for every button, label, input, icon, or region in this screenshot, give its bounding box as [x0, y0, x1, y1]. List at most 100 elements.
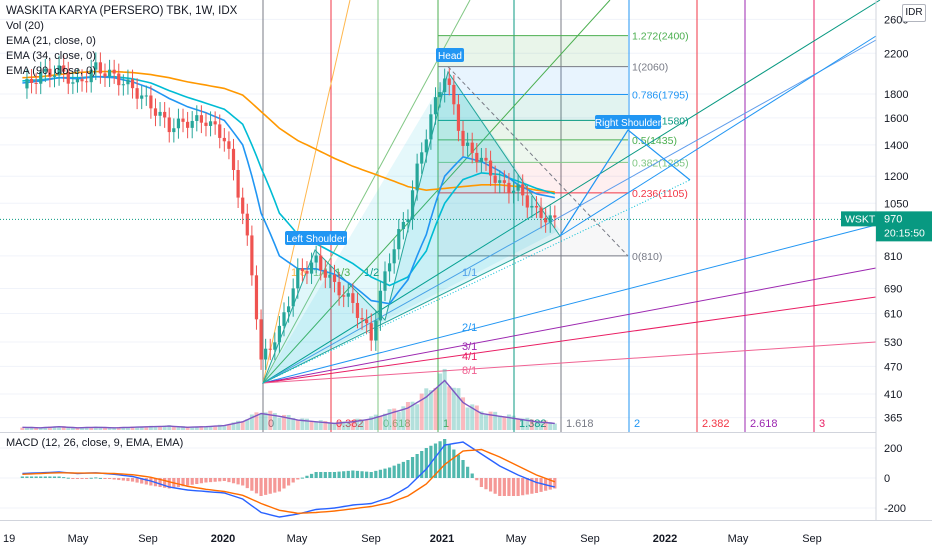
- volume-bar: [465, 407, 470, 430]
- volume-bar: [282, 414, 287, 430]
- candle-body: [415, 163, 419, 191]
- volume-bar: [203, 426, 208, 430]
- time-tick-label: 2022: [653, 533, 677, 545]
- macd-histogram-bar: [392, 465, 396, 478]
- macd-histogram-bar: [29, 476, 34, 478]
- macd-histogram-bar: [539, 478, 543, 492]
- indicator-ema90[interactable]: EMA (90, close, 0): [6, 65, 96, 77]
- volume-bar: [24, 426, 29, 430]
- volume-bar: [506, 414, 511, 430]
- candle-body: [346, 293, 350, 297]
- price-tick-label: 1200: [884, 171, 908, 183]
- volume-bar: [171, 426, 176, 430]
- volume-bar: [190, 427, 195, 430]
- volume-bar: [254, 412, 259, 430]
- candle-body: [319, 255, 323, 271]
- candle-body: [277, 325, 282, 343]
- macd-histogram-bar: [397, 463, 401, 478]
- candle-body: [401, 221, 405, 230]
- macd-histogram-bar: [456, 454, 461, 478]
- macd-histogram-bar: [383, 468, 387, 478]
- symbol-tag-label: WSKT: [845, 213, 876, 225]
- candle-body: [264, 348, 268, 360]
- volume-bar: [61, 426, 66, 430]
- price-tick-label: 1800: [884, 89, 908, 101]
- volume-bar: [392, 408, 397, 430]
- candle-body: [117, 73, 121, 86]
- fib-level-label: 0(810): [632, 251, 662, 263]
- macd-histogram-bar: [502, 478, 506, 496]
- fan-line: [262, 267, 877, 384]
- macd-histogram-bar: [300, 477, 304, 479]
- time-zone-label: 2.618: [750, 418, 778, 430]
- macd-histogram-bar: [273, 478, 277, 493]
- macd-histogram-bar: [25, 476, 29, 478]
- candle-body: [548, 215, 552, 223]
- fan-label: 4/1: [462, 351, 477, 363]
- candle-body: [57, 65, 61, 76]
- volume-bar: [181, 426, 186, 430]
- candle-body: [342, 295, 346, 297]
- currency-tag[interactable]: IDR: [902, 4, 926, 22]
- fib-level-label: 0.786(1795): [632, 90, 689, 102]
- volume-bar: [80, 427, 85, 430]
- macd-histogram-bar: [208, 478, 213, 483]
- head-label-bg: [436, 48, 464, 62]
- candle-body: [149, 95, 153, 109]
- candle-body: [204, 122, 208, 126]
- candle-body: [34, 82, 38, 84]
- volume-bar: [47, 426, 52, 430]
- volume-bar: [451, 387, 456, 430]
- time-zone-label: 3: [819, 418, 825, 430]
- fan-line: [262, 0, 611, 384]
- volume-bar: [272, 413, 277, 430]
- fan-line: [262, 0, 471, 384]
- macd-histogram-bar: [89, 477, 93, 479]
- macd-legend[interactable]: MACD (12, 26, close, 9, EMA, EMA): [6, 437, 184, 449]
- candle-body: [323, 270, 327, 278]
- volume-bar: [148, 425, 153, 430]
- macd-pane: [20, 439, 557, 518]
- indicator-ema34[interactable]: EMA (34, close, 0): [6, 50, 96, 62]
- macd-histogram-bar: [328, 472, 332, 478]
- macd-histogram-bar: [342, 471, 346, 478]
- time-tick-label: 19: [3, 533, 15, 545]
- macd-histogram-bar: [181, 478, 185, 487]
- last-price-label: 970: [884, 213, 902, 225]
- head-label: Head: [438, 51, 462, 62]
- candle-body: [296, 268, 300, 289]
- candle-body: [250, 235, 254, 276]
- candle-body: [176, 118, 181, 129]
- macd-histogram-bar: [103, 478, 107, 479]
- macd-histogram-bar: [158, 478, 162, 487]
- macd-histogram-bar: [378, 469, 383, 478]
- volume-bar: [415, 404, 420, 430]
- macd-histogram-bar: [199, 478, 203, 484]
- volume-ma-line: [22, 379, 555, 429]
- fib-level-label: 0.5(1435): [632, 135, 677, 147]
- candle-body: [521, 184, 525, 196]
- fib-level-label: 0.236(1105): [632, 188, 688, 200]
- candle-body: [213, 121, 217, 125]
- macd-histogram-bar: [130, 478, 135, 482]
- candle-body: [126, 79, 130, 85]
- macd-histogram-bar: [117, 478, 121, 481]
- macd-histogram-bar: [374, 470, 378, 478]
- indicator-ema21[interactable]: EMA (21, close, 0): [6, 35, 96, 47]
- time-tick-label: Sep: [580, 533, 600, 545]
- indicator-vol[interactable]: Vol (20): [6, 20, 44, 32]
- candle-body: [25, 78, 29, 89]
- chart-title: WASKITA KARYA (PERSERO) TBK, 1W, IDX: [6, 5, 238, 17]
- macd-histogram-bar: [387, 467, 392, 478]
- candle-body: [236, 170, 240, 198]
- candle-body: [286, 306, 291, 313]
- macd-histogram-bar: [406, 460, 410, 478]
- volume-bar: [543, 420, 548, 430]
- price-tick-label: 1050: [884, 198, 908, 210]
- macd-histogram-bar: [452, 449, 456, 478]
- candle-body: [461, 130, 465, 146]
- candle-body: [378, 290, 383, 321]
- volume-bar: [286, 414, 291, 430]
- volume-bar: [401, 406, 406, 430]
